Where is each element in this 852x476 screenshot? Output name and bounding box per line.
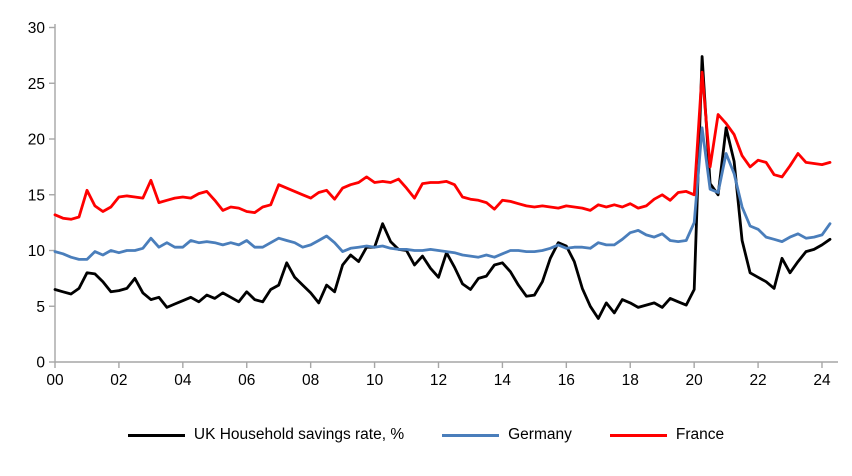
x-tick-label: 08: [302, 372, 319, 389]
legend-line-france-icon: [609, 433, 667, 437]
x-tick-label: 12: [430, 372, 447, 389]
x-tick-label: 10: [366, 372, 384, 389]
x-tick-label: 04: [174, 372, 192, 389]
legend-item-france: France: [609, 426, 725, 444]
x-tick-label: 16: [558, 372, 575, 389]
x-tick-label: 00: [46, 372, 64, 389]
x-tick-label: 06: [238, 372, 255, 389]
legend-line-germany-icon: [442, 433, 500, 437]
y-tick-label: 25: [28, 76, 45, 93]
y-tick-label: 15: [28, 187, 45, 204]
y-tick-label: 5: [36, 299, 45, 316]
x-tick-label: 22: [749, 372, 766, 389]
y-tick-label: 10: [28, 243, 46, 260]
legend-label-germany: Germany: [508, 426, 572, 443]
legend-label-uk: UK Household savings rate, %: [193, 426, 405, 443]
legend: UK Household savings rate, % Germany Fra…: [0, 426, 852, 444]
x-tick-label: 02: [110, 372, 127, 389]
savings-chart-svg: 0 5 10 15 20 25 30 00 02 04 06 08 10 12 14 16 18 20 22 24: [28, 20, 838, 389]
legend-line-uk-icon: [127, 433, 185, 437]
y-tick-label: 30: [28, 20, 46, 37]
legend-item-uk: UK Household savings rate, %: [127, 426, 405, 444]
x-tick-label: 14: [494, 372, 512, 389]
legend-label-france: France: [675, 426, 725, 443]
series-line-germany: [53, 126, 832, 261]
x-tick-label: 20: [686, 372, 704, 389]
series-line-france: [53, 70, 832, 221]
x-tick-label: 24: [813, 372, 831, 389]
series-line-uk: [53, 55, 832, 320]
x-tick-label: 18: [622, 372, 639, 389]
y-tick-label: 0: [36, 355, 45, 372]
y-tick-label: 20: [28, 132, 46, 149]
legend-item-germany: Germany: [442, 426, 572, 444]
